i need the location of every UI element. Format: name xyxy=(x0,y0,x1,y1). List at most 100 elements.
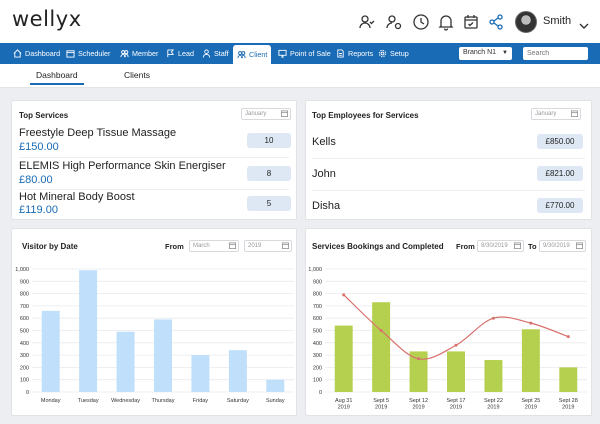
from-label: From xyxy=(456,242,475,251)
card-title: Visitor by Date xyxy=(22,242,78,251)
y-tick-label: 500 xyxy=(20,329,29,335)
y-tick-label: 800 xyxy=(313,292,322,298)
bar xyxy=(266,379,285,392)
list-item[interactable]: ELEMIS High Performance Skin Energiser £… xyxy=(19,159,291,190)
avatar[interactable] xyxy=(515,11,537,33)
nav-item-scheduler[interactable]: Scheduler xyxy=(66,43,110,64)
nav-label: Scheduler xyxy=(78,49,111,58)
chevron-down-icon[interactable] xyxy=(579,17,589,29)
y-tick-label: 200 xyxy=(20,365,29,371)
top-employees-card: Top Employees for Services January Kells… xyxy=(305,100,592,220)
to-date-input[interactable]: 9/30/2019 xyxy=(539,240,586,252)
y-tick-label: 400 xyxy=(313,341,322,347)
line-point xyxy=(454,343,458,347)
y-tick-label: 300 xyxy=(20,353,29,359)
visitor-chart: 0 100 200 300 400 500 600 700 800 900 1,000 Monday T… xyxy=(15,267,294,404)
service-name: ELEMIS High Performance Skin Energiser xyxy=(19,160,226,172)
employee-amount: £770.00 xyxy=(537,198,583,213)
nav-label: Point of Sale xyxy=(290,49,331,58)
service-price: £150.00 xyxy=(19,141,59,153)
line-point xyxy=(417,357,421,361)
nav-item-staff[interactable]: Staff xyxy=(202,43,229,64)
x-tick-label: Monday xyxy=(41,398,61,404)
y-tick-label: 700 xyxy=(20,304,29,310)
branch-select[interactable]: Branch N1 ▼ xyxy=(459,47,512,60)
employee-amount: £850.00 xyxy=(537,134,583,149)
bar xyxy=(372,302,391,392)
bar xyxy=(228,350,247,392)
from-date-input[interactable]: 8/30/2019 xyxy=(477,240,524,252)
list-item[interactable]: Kells £850.00 xyxy=(312,125,585,159)
tab-clients[interactable]: Clients xyxy=(124,70,150,80)
top-bar: wellyx Smith xyxy=(0,0,600,43)
line-point xyxy=(379,329,383,332)
employee-amount: £821.00 xyxy=(537,166,583,181)
list-item[interactable]: Hot Mineral Body Boost £119.00 5 xyxy=(19,191,291,219)
top-services-card: Top Services January Freestyle Deep Tiss… xyxy=(11,100,297,220)
lead-icon xyxy=(167,49,175,58)
calendar-icon xyxy=(281,110,288,117)
bar xyxy=(334,325,353,392)
sub-tabs: Dashboard Clients xyxy=(0,64,600,88)
tab-dashboard[interactable]: Dashboard xyxy=(30,70,84,85)
line-point xyxy=(342,293,346,297)
nav-item-point-of-sale[interactable]: Point of Sale xyxy=(278,43,331,64)
nav-item-dashboard[interactable]: Dashboard xyxy=(13,43,60,64)
chevron-down-icon: ▼ xyxy=(502,50,508,56)
service-name: Hot Mineral Body Boost xyxy=(19,191,135,203)
month-filter[interactable]: March xyxy=(189,240,239,252)
y-tick-label: 1,000 xyxy=(15,267,29,273)
year-filter[interactable]: 2019 xyxy=(244,240,292,252)
service-price: £80.00 xyxy=(19,174,53,186)
y-tick-label: 0 xyxy=(319,390,322,396)
gear-icon xyxy=(378,49,387,58)
y-tick-label: 900 xyxy=(313,279,322,285)
employee-name: Disha xyxy=(312,200,341,212)
bar xyxy=(116,331,135,392)
share-icon[interactable] xyxy=(487,13,505,31)
y-tick-label: 0 xyxy=(26,390,29,396)
nav-item-setup[interactable]: Setup xyxy=(378,43,409,64)
y-tick-label: 100 xyxy=(20,378,29,384)
list-item[interactable]: John £821.00 xyxy=(312,160,585,191)
x-tick-label: Sunday xyxy=(266,398,285,404)
search-input[interactable] xyxy=(523,47,588,60)
user-name[interactable]: Smith xyxy=(543,15,572,27)
bell-icon[interactable] xyxy=(437,13,455,31)
bar xyxy=(154,319,172,392)
x-tick-label: 2019 xyxy=(338,405,350,411)
visitor-card: Visitor by Date From March 2019 0 100 200 3… xyxy=(11,228,297,416)
month-filter[interactable]: January xyxy=(531,108,581,120)
bar xyxy=(79,270,98,392)
app-logo[interactable]: wellyx xyxy=(12,7,82,31)
nav-label: Dashboard xyxy=(25,49,61,58)
list-item[interactable]: Freestyle Deep Tissue Massage £150.00 10 xyxy=(19,125,291,158)
y-tick-label: 100 xyxy=(313,378,322,384)
bar xyxy=(191,355,210,392)
calendar-icon xyxy=(576,242,583,249)
nav-item-lead[interactable]: Lead xyxy=(166,43,194,64)
y-tick-label: 1,000 xyxy=(308,267,322,273)
nav-item-member[interactable]: Member xyxy=(120,43,158,64)
calendar-check-icon[interactable] xyxy=(462,13,480,31)
clock-icon[interactable] xyxy=(412,13,430,31)
home-icon xyxy=(13,49,22,58)
x-tick-label: Sept 17 xyxy=(447,398,466,404)
nav-item-client[interactable]: Client xyxy=(233,45,272,64)
month-filter[interactable]: January xyxy=(241,108,291,120)
list-item[interactable]: Disha £770.00 xyxy=(312,192,585,219)
nav-label: Member xyxy=(132,49,159,58)
user-check-icon[interactable] xyxy=(358,13,376,31)
x-tick-label: Sept 22 xyxy=(484,398,503,404)
nav-item-reports[interactable]: Reports xyxy=(336,43,373,64)
card-title: Top Employees for Services xyxy=(312,111,419,120)
user-settings-icon[interactable] xyxy=(385,13,403,31)
x-tick-label: Sept 5 xyxy=(373,398,389,404)
calendar-icon xyxy=(229,242,236,249)
staff-icon xyxy=(202,49,211,58)
bar xyxy=(521,329,540,392)
x-tick-label: Saturday xyxy=(227,398,249,404)
x-tick-label: 2019 xyxy=(562,405,574,411)
line-point xyxy=(491,316,495,320)
